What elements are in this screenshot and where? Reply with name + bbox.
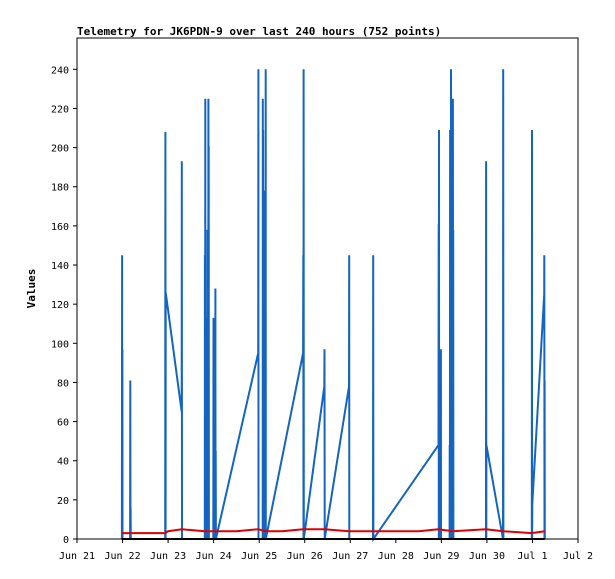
y-tick-label: 60 bbox=[57, 418, 69, 429]
x-tick-label: Jul 1 bbox=[517, 551, 547, 562]
y-tick-label: 200 bbox=[51, 144, 69, 155]
y-axis-label: Values bbox=[25, 269, 38, 309]
y-tick-label: 140 bbox=[51, 261, 69, 272]
y-axis-ticks: 0 20 40 60 80 100 120 140 160 180 200 220 240 bbox=[51, 65, 77, 546]
chart-title: Telemetry for JK6PDN-9 over last 240 hou… bbox=[77, 25, 441, 38]
y-tick-label: 100 bbox=[51, 339, 69, 350]
y-tick-label: 80 bbox=[57, 378, 69, 389]
x-tick-label: Jun 22 bbox=[104, 551, 140, 562]
x-tick-label: Jun 24 bbox=[196, 551, 232, 562]
y-tick-label: 20 bbox=[57, 496, 69, 507]
y-tick-label: 220 bbox=[51, 104, 69, 115]
x-tick-label: Jun 26 bbox=[287, 551, 323, 562]
x-tick-label: Jun 29 bbox=[423, 551, 459, 562]
series-line-2 bbox=[121, 528, 545, 535]
x-tick-label: Jun 23 bbox=[150, 551, 186, 562]
x-tick-label: Jun 30 bbox=[469, 551, 505, 562]
x-tick-label: Jun 27 bbox=[332, 551, 368, 562]
x-axis-ticks: Jun 21 Jun 22 Jun 23 Jun 24 Jun 25 Jun 26 Jun … bbox=[59, 539, 593, 562]
y-tick-label: 40 bbox=[57, 457, 69, 468]
x-tick-label: Jul 2 bbox=[563, 551, 593, 562]
plot-frame bbox=[76, 37, 579, 540]
y-tick-label: 120 bbox=[51, 300, 69, 311]
x-tick-label: Jun 25 bbox=[241, 551, 277, 562]
y-tick-label: 240 bbox=[51, 65, 69, 76]
x-tick-label: Jun 21 bbox=[59, 551, 95, 562]
y-tick-label: 0 bbox=[63, 535, 69, 546]
x-tick-label: Jun 28 bbox=[378, 551, 414, 562]
y-tick-label: 160 bbox=[51, 222, 69, 233]
y-tick-label: 180 bbox=[51, 183, 69, 194]
